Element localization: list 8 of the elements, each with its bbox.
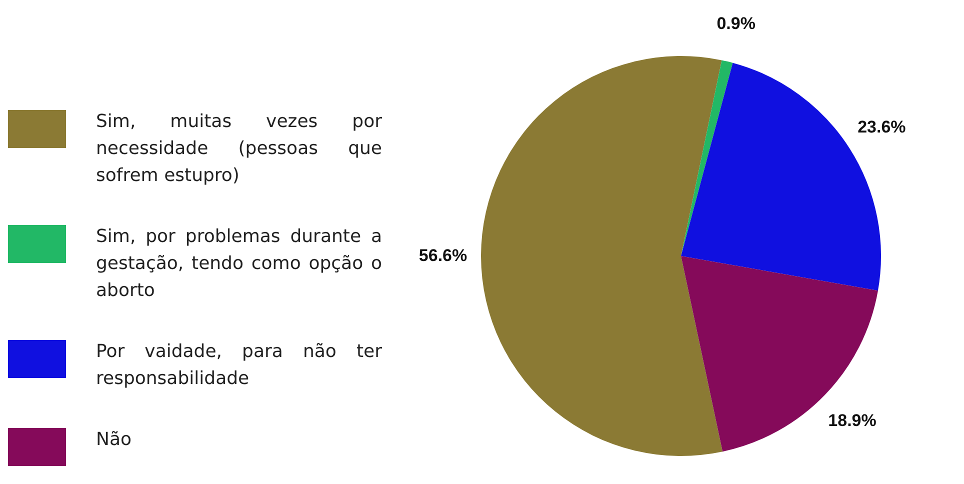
legend-label: Por vaidade, para não ter responsabilidade xyxy=(96,340,382,391)
data-label: 56.6% xyxy=(418,246,468,266)
legend-label: Não xyxy=(96,428,133,452)
legend-label: Sim, por problemas durante a gestação, tendo como opção o aborto xyxy=(96,225,382,303)
data-label: 18.9% xyxy=(828,410,876,430)
legend-label: Sim, muitas vezes por necessidade (pessoas que sofrem estupro) xyxy=(96,110,382,188)
data-label: 23.6% xyxy=(858,118,906,137)
data-label: 0.9% xyxy=(716,14,756,34)
